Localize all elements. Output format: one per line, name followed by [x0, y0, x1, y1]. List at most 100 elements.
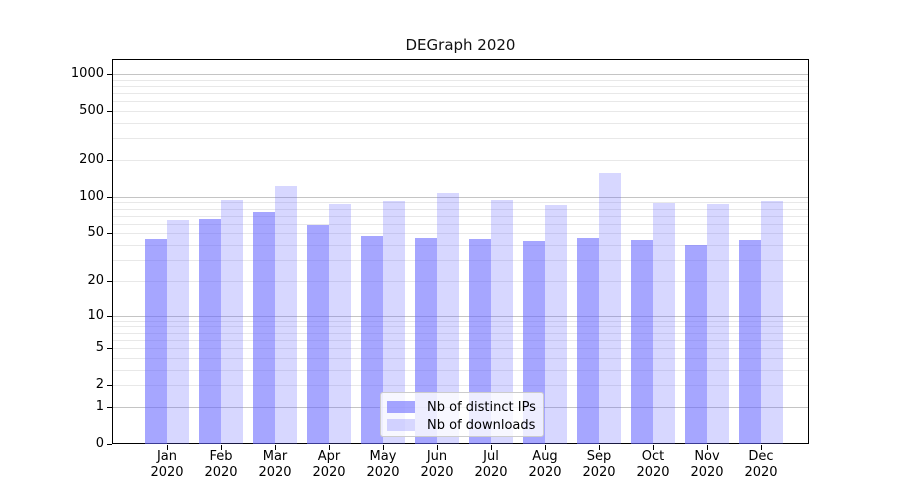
x-tick — [221, 445, 222, 450]
bar-nb-of-downloads-mar — [275, 185, 297, 444]
x-tick — [761, 445, 762, 450]
x-tick-label: Dec 2020 — [734, 449, 788, 481]
gridline-minor — [113, 123, 808, 125]
gridline-minor — [113, 348, 808, 350]
x-tick-month: Nov — [694, 449, 720, 464]
bar-nb-of-distinct-ips-nov — [685, 245, 707, 444]
gridline-major — [113, 196, 808, 198]
bar-nb-of-downloads-jul — [491, 200, 513, 444]
bar-nb-of-downloads-may — [383, 200, 405, 444]
x-tick-year: 2020 — [150, 465, 184, 480]
x-tick — [599, 445, 600, 450]
x-tick-label: Apr 2020 — [302, 449, 356, 481]
gridline-minor — [113, 233, 808, 235]
gridline-minor — [113, 280, 808, 282]
x-tick-label: Mar 2020 — [248, 449, 302, 481]
x-tick-month: Aug — [532, 449, 558, 464]
x-tick — [545, 445, 546, 450]
gridline-minor — [113, 357, 808, 359]
gridline-minor — [113, 202, 808, 204]
x-tick — [275, 445, 276, 450]
y-tick-label: 1000 — [70, 66, 104, 82]
y-tick — [107, 348, 112, 349]
x-tick — [707, 445, 708, 450]
plot-area — [112, 59, 809, 444]
x-tick-year: 2020 — [312, 465, 346, 480]
legend-swatch-distinct-ips-icon — [387, 401, 415, 413]
bar-nb-of-distinct-ips-jan — [145, 238, 167, 444]
y-tick — [107, 233, 112, 234]
x-tick-label: Jan 2020 — [140, 449, 194, 481]
gridline-minor — [113, 332, 808, 334]
x-tick-label: Aug 2020 — [518, 449, 572, 481]
x-tick-month: Oct — [641, 449, 665, 464]
gridline-minor — [113, 111, 808, 113]
gridline-major — [113, 315, 808, 317]
legend-label-downloads: Nb of downloads — [427, 417, 536, 433]
gridline-minor — [113, 326, 808, 328]
y-tick — [107, 444, 112, 445]
x-tick-label: Jul 2020 — [464, 449, 518, 481]
y-tick-label: 200 — [79, 152, 104, 168]
x-tick-label: Oct 2020 — [626, 449, 680, 481]
bar-nb-of-downloads-dec — [761, 200, 783, 444]
gridline-minor — [113, 160, 808, 162]
x-tick-year: 2020 — [366, 465, 400, 480]
x-tick-year: 2020 — [744, 465, 778, 480]
x-tick-month: Feb — [209, 449, 233, 464]
x-tick — [167, 445, 168, 450]
gridline-minor — [113, 223, 808, 225]
x-tick — [653, 445, 654, 450]
x-tick-month: Apr — [317, 449, 341, 464]
chart-title: DEGraph 2020 — [405, 36, 516, 54]
legend-label-distinct-ips: Nb of distinct IPs — [427, 399, 536, 415]
bar-nb-of-distinct-ips-oct — [631, 240, 653, 444]
gridline-major — [113, 74, 808, 76]
x-tick-month: Dec — [748, 449, 774, 464]
bar-nb-of-distinct-ips-feb — [199, 218, 221, 444]
y-tick-label: 500 — [79, 103, 104, 119]
gridline-minor — [113, 339, 808, 341]
bar-nb-of-downloads-jun — [437, 193, 459, 444]
gridline-minor — [113, 215, 808, 217]
x-tick — [491, 445, 492, 450]
x-tick-year: 2020 — [474, 465, 508, 480]
x-tick — [437, 445, 438, 450]
gridline-minor — [113, 245, 808, 247]
x-tick-month: Jul — [483, 449, 499, 464]
bar-nb-of-distinct-ips-dec — [739, 240, 761, 444]
x-tick-month: Sep — [586, 449, 612, 464]
y-tick-label: 1 — [95, 398, 104, 414]
y-tick — [107, 316, 112, 317]
gridline-minor — [113, 208, 808, 210]
x-tick-label: Sep 2020 — [572, 449, 626, 481]
x-tick-label: Feb 2020 — [194, 449, 248, 481]
gridline-minor — [113, 101, 808, 103]
bar-nb-of-downloads-oct — [653, 203, 675, 444]
bar-nb-of-downloads-sep — [599, 172, 621, 444]
x-tick-label: May 2020 — [356, 449, 410, 481]
x-tick-year: 2020 — [204, 465, 238, 480]
x-tick-year: 2020 — [636, 465, 670, 480]
y-tick-label: 50 — [87, 225, 104, 241]
gridline-minor — [113, 320, 808, 322]
y-tick-label: 0 — [95, 436, 104, 451]
y-tick — [107, 385, 112, 386]
gridline-minor — [113, 79, 808, 81]
y-tick — [107, 111, 112, 112]
gridline-minor — [113, 85, 808, 87]
legend-swatch-downloads-icon — [387, 419, 415, 431]
x-tick-month: May — [369, 449, 397, 464]
bar-nb-of-downloads-apr — [329, 204, 351, 444]
y-tick-label: 2 — [95, 377, 104, 393]
gridline-minor — [113, 260, 808, 262]
bar-nb-of-downloads-nov — [707, 204, 729, 444]
x-tick — [383, 445, 384, 450]
x-tick-year: 2020 — [690, 465, 724, 480]
bar-nb-of-downloads-jan — [167, 219, 189, 444]
x-tick-year: 2020 — [258, 465, 292, 480]
y-tick-label: 10 — [87, 307, 104, 323]
gridline-minor — [113, 93, 808, 95]
x-tick-year: 2020 — [582, 465, 616, 480]
